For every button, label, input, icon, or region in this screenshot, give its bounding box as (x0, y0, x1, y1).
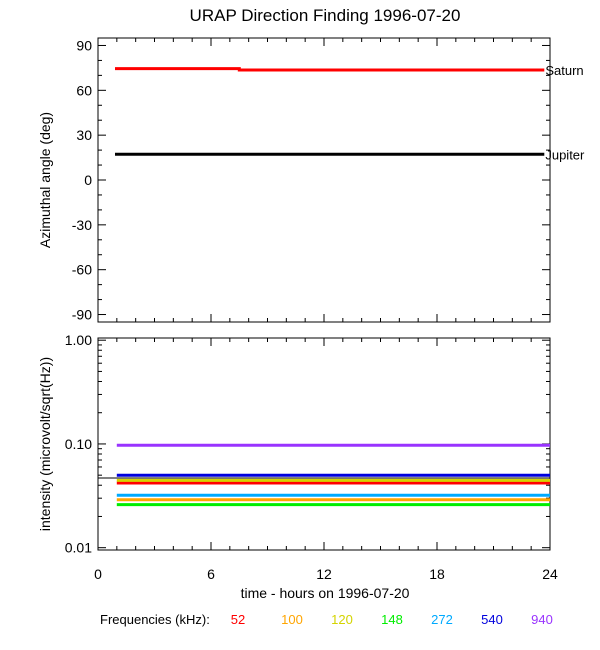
x-tick-label: 24 (542, 566, 558, 582)
chart-title: URAP Direction Finding 1996-07-20 (190, 6, 461, 25)
x-tick-label: 0 (94, 566, 102, 582)
azimuth-y-axis-label: Azimuthal angle (deg) (37, 112, 53, 248)
azimuth-y-tick-label: 0 (84, 172, 92, 188)
azimuth-y-tick-label: -60 (72, 262, 92, 278)
legend-entry-540: 540 (481, 612, 503, 627)
intensity-y-tick-label: 0.01 (65, 540, 92, 556)
azimuth-y-tick-label: -90 (72, 307, 92, 323)
x-tick-label: 18 (429, 566, 445, 582)
intensity-y-axis-label: intensity (microvolt/sqrt(Hz)) (37, 357, 53, 531)
legend-entry-100: 100 (281, 612, 303, 627)
azimuth-y-tick-label: -30 (72, 217, 92, 233)
x-axis-label: time - hours on 1996-07-20 (241, 585, 410, 601)
intensity-y-tick-label: 1.00 (65, 332, 92, 348)
legend-entry-52: 52 (231, 612, 245, 627)
intensity-panel: 1.00 0.10 0.01 intensity (microvolt/sqrt(Hz… (37, 332, 558, 582)
azimuth-series-saturn (115, 67, 545, 72)
legend-entry-940: 940 (531, 612, 553, 627)
legend-label: Frequencies (kHz): (100, 612, 210, 627)
azimuth-frame (97, 37, 551, 323)
legend: 52 100 120 148 272 540 940 (231, 612, 553, 627)
azimuth-panel: 90 60 30 0 -30 -60 -90 Azimuthal angle (deg) Sat… (37, 37, 585, 322)
series-label-jupiter: Jupiter (545, 147, 585, 162)
legend-entry-148: 148 (381, 612, 403, 627)
azimuth-y-tick-label: 30 (76, 127, 92, 143)
series-label-saturn: Saturn (545, 63, 583, 78)
x-tick-label: 12 (316, 566, 332, 582)
azimuth-y-tick-label: 90 (76, 37, 92, 53)
legend-entry-120: 120 (331, 612, 353, 627)
intensity-y-tick-label: 0.10 (65, 436, 92, 452)
azimuth-y-tick-label: 60 (76, 82, 92, 98)
legend-entry-272: 272 (431, 612, 453, 627)
x-tick-label: 6 (207, 566, 215, 582)
